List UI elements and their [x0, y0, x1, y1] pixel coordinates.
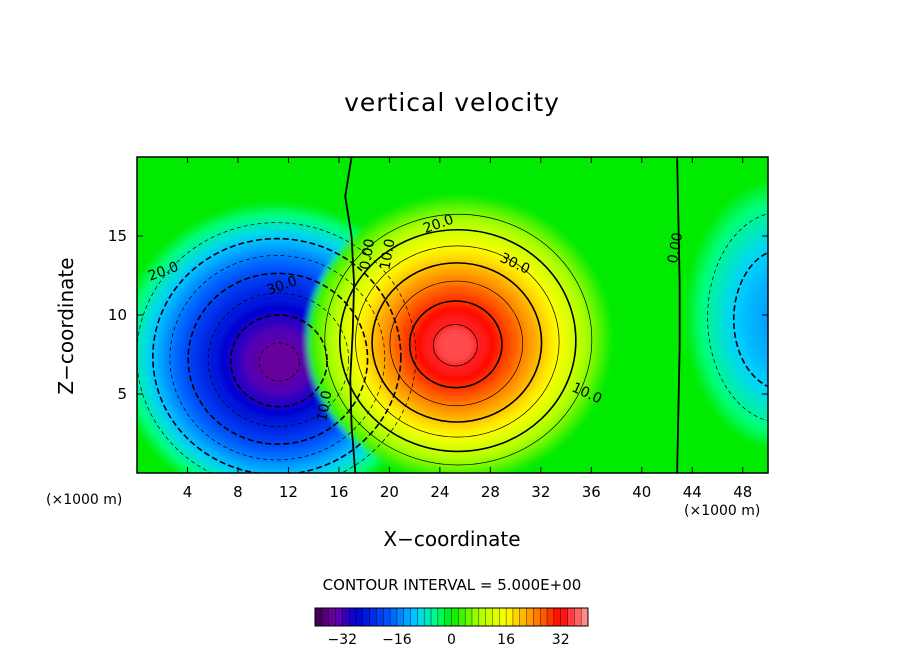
colorbar-swatch [335, 608, 343, 626]
colorbar-swatch [315, 608, 323, 626]
colorbar-swatch [437, 608, 446, 626]
colorbar-swatch [321, 608, 330, 626]
x-tick-label: 40 [632, 483, 651, 501]
colorbar-swatch [451, 608, 459, 626]
colorbar-swatch [581, 608, 589, 626]
colorbar-swatch [540, 608, 548, 626]
colorbar-swatch [431, 608, 439, 626]
colorbar-tick-label: −32 [328, 632, 358, 648]
positive-contour [324, 213, 593, 466]
colorbar-tick-label: 16 [497, 632, 515, 648]
negative-contour [187, 272, 369, 445]
colorbar-swatch [574, 608, 582, 626]
x-tick-label: 44 [683, 483, 702, 501]
y-tick-label: 10 [108, 306, 127, 324]
x-tick-label: 28 [481, 483, 500, 501]
colorbar-swatch [478, 608, 487, 626]
colorbar-swatch [355, 608, 364, 626]
zero-contour-2 [676, 157, 681, 473]
colorbar-swatch [506, 608, 514, 626]
colorbar-swatch [369, 608, 377, 626]
y-tick-label: 15 [108, 227, 127, 245]
positive-contour [389, 280, 524, 407]
x-tick-label: 24 [430, 483, 449, 501]
x-tick-label: 16 [329, 483, 348, 501]
colorbar-swatch [526, 608, 534, 626]
x-tick-label: 20 [380, 483, 399, 501]
zero-contour-1 [344, 157, 357, 473]
colorbar-swatch [349, 608, 357, 626]
x-unit-label-right: (×1000 m) [684, 503, 761, 519]
colorbar-swatch [471, 608, 480, 626]
negative-contour [152, 237, 402, 473]
negative-contour [258, 342, 300, 382]
x-tick-label: 4 [183, 483, 193, 501]
colorbar-swatch [533, 608, 541, 626]
colorbar-swatch [485, 608, 493, 626]
colorbar-swatch [424, 608, 432, 626]
field-fill [137, 181, 768, 473]
colorbar-swatch [560, 608, 568, 626]
colorbar-swatch [458, 608, 466, 626]
edge-downdraft-band [760, 296, 768, 346]
y-axis-label: Z−coordinate [54, 257, 78, 395]
contour-label: 0.00 [665, 231, 686, 264]
colorbar-swatch [519, 608, 527, 626]
x-tick-label: 8 [233, 483, 243, 501]
positive-contour [355, 245, 560, 438]
colorbar-swatch [410, 608, 418, 626]
negative-contour [169, 255, 386, 461]
x-axis-label: X−coordinate [383, 527, 521, 551]
colorbar-swatch [465, 608, 473, 626]
y-tick-label: 5 [117, 385, 127, 403]
contour-label: 0.00 [357, 238, 378, 271]
colorbar-swatch [512, 608, 521, 626]
negative-contour [207, 292, 350, 428]
colorbar-swatch [403, 608, 411, 626]
colorbar-swatch [547, 608, 555, 626]
updraft-band [436, 327, 475, 364]
colorbar-swatch [383, 608, 391, 626]
colorbar-swatch [328, 608, 336, 626]
colorbar-swatch [376, 608, 384, 626]
colorbar-frame [314, 607, 589, 627]
colorbar-swatch [342, 608, 350, 626]
edge-downdraft-band [750, 278, 768, 363]
positive-contour [338, 228, 577, 453]
negative-contour [137, 222, 417, 473]
colorbar-swatch [499, 608, 507, 626]
colorbar-swatch [553, 608, 562, 626]
colorbar-swatch [567, 608, 575, 626]
contour-label: 10.0 [314, 389, 335, 422]
negative-contour [229, 314, 328, 408]
colorbar-swatch [417, 608, 425, 626]
colorbar-tick-label: 32 [552, 632, 570, 648]
chart-title: vertical velocity [344, 88, 560, 117]
colorbar-tick-label: 0 [447, 632, 456, 648]
positive-contour [408, 300, 503, 389]
contour-label: 10.0 [377, 238, 398, 271]
positive-contour [371, 262, 543, 423]
x-tick-label: 32 [531, 483, 550, 501]
colorbar-swatch [390, 608, 398, 626]
x-tick-label: 48 [733, 483, 752, 501]
x-tick-label: 12 [279, 483, 298, 501]
colorbar-swatch [396, 608, 405, 626]
positive-contour [432, 324, 478, 367]
downdraft-band [256, 340, 303, 384]
colorbar-swatch [492, 608, 500, 626]
negative-contour [732, 251, 768, 388]
contour-interval-label: CONTOUR INTERVAL = 5.000E+00 [322, 576, 582, 594]
x-tick-label: 36 [582, 483, 601, 501]
colorbar-tick-label: −16 [382, 632, 412, 648]
x-unit-label-left: (×1000 m) [46, 492, 123, 508]
colorbar-swatch [444, 608, 452, 626]
colorbar-swatch [362, 608, 370, 626]
